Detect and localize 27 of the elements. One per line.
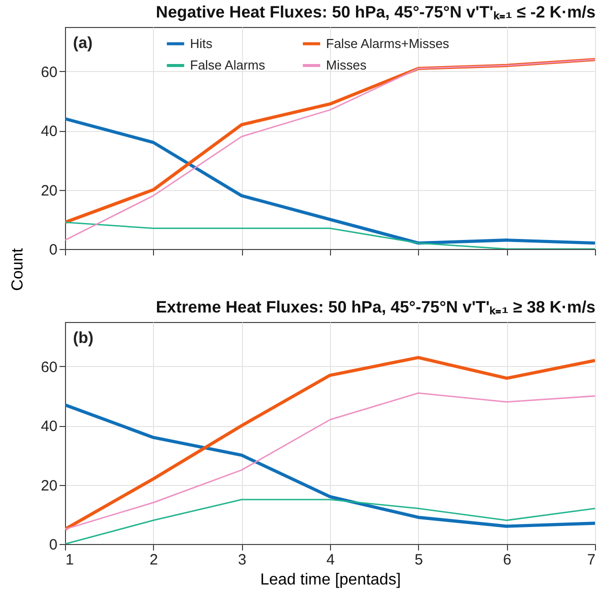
legend-label: False Alarms+Misses <box>326 36 450 51</box>
y-tick-label: 40 <box>40 123 58 140</box>
legend-label: Misses <box>326 58 367 72</box>
chart-title: Negative Heat Fluxes: 50 hPa, 45°-75°N v'T'ₖ₌₁ ≤ -2 K·m/s <box>156 4 596 22</box>
y-tick-label: 40 <box>40 418 58 436</box>
x-tick-label: 3 <box>238 552 246 568</box>
x-tick-label: 2 <box>150 552 158 568</box>
x-tick-label: 4 <box>326 552 335 568</box>
annotation: (a) <box>73 35 93 52</box>
y-tick-label: 60 <box>40 358 58 376</box>
y-tick-label: 0 <box>49 536 58 554</box>
y-tick-label: 20 <box>40 477 58 494</box>
x-axis-title: Lead time [pentads] <box>260 572 401 588</box>
line-series <box>65 356 595 531</box>
x-tick-label: 1 <box>66 552 74 568</box>
x-tick-label: 5 <box>414 552 424 568</box>
y-tick-label: 0 <box>49 242 58 258</box>
annotation: (b) <box>73 330 94 347</box>
x-tick-label: 6 <box>502 552 512 568</box>
y-axis-title: Count <box>10 248 26 291</box>
x-tick-label: 7 <box>587 552 596 568</box>
y-tick-label: 60 <box>40 64 58 81</box>
chart-title: Extreme Heat Fluxes: 50 hPa, 45°-75°N v'T'ₖ₌₁ ≥ 38 K·m/s <box>156 298 596 316</box>
legend-label: Hits <box>190 36 213 51</box>
legend-label: False Alarms <box>190 58 266 72</box>
y-tick-label: 20 <box>40 182 58 200</box>
line-series <box>65 117 595 245</box>
